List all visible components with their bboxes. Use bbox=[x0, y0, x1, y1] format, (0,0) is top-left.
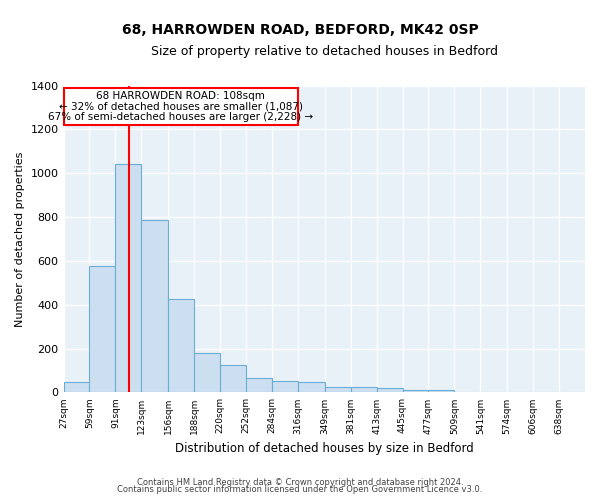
Bar bbox=[194, 354, 220, 393]
Bar bbox=[428, 390, 454, 392]
Bar bbox=[377, 388, 403, 392]
Text: 68 HARROWDEN ROAD: 108sqm: 68 HARROWDEN ROAD: 108sqm bbox=[96, 92, 265, 102]
Bar bbox=[272, 382, 298, 392]
Bar bbox=[246, 378, 272, 392]
Bar bbox=[403, 390, 428, 392]
Text: Contains HM Land Registry data © Crown copyright and database right 2024.: Contains HM Land Registry data © Crown c… bbox=[137, 478, 463, 487]
Text: 67% of semi-detached houses are larger (2,228) →: 67% of semi-detached houses are larger (… bbox=[48, 112, 313, 122]
Y-axis label: Number of detached properties: Number of detached properties bbox=[15, 152, 25, 326]
Bar bbox=[220, 365, 246, 392]
Text: 68, HARROWDEN ROAD, BEDFORD, MK42 0SP: 68, HARROWDEN ROAD, BEDFORD, MK42 0SP bbox=[122, 22, 478, 36]
Bar bbox=[298, 382, 325, 392]
Bar bbox=[89, 266, 115, 392]
Text: ← 32% of detached houses are smaller (1,087): ← 32% of detached houses are smaller (1,… bbox=[59, 102, 303, 112]
FancyBboxPatch shape bbox=[64, 88, 298, 125]
X-axis label: Distribution of detached houses by size in Bedford: Distribution of detached houses by size … bbox=[175, 442, 473, 455]
Bar bbox=[168, 300, 194, 392]
Bar bbox=[350, 387, 377, 392]
Bar bbox=[64, 382, 89, 392]
Bar bbox=[142, 220, 168, 392]
Bar bbox=[325, 386, 350, 392]
Bar bbox=[115, 164, 142, 392]
Text: Contains public sector information licensed under the Open Government Licence v3: Contains public sector information licen… bbox=[118, 486, 482, 494]
Title: Size of property relative to detached houses in Bedford: Size of property relative to detached ho… bbox=[151, 45, 498, 58]
